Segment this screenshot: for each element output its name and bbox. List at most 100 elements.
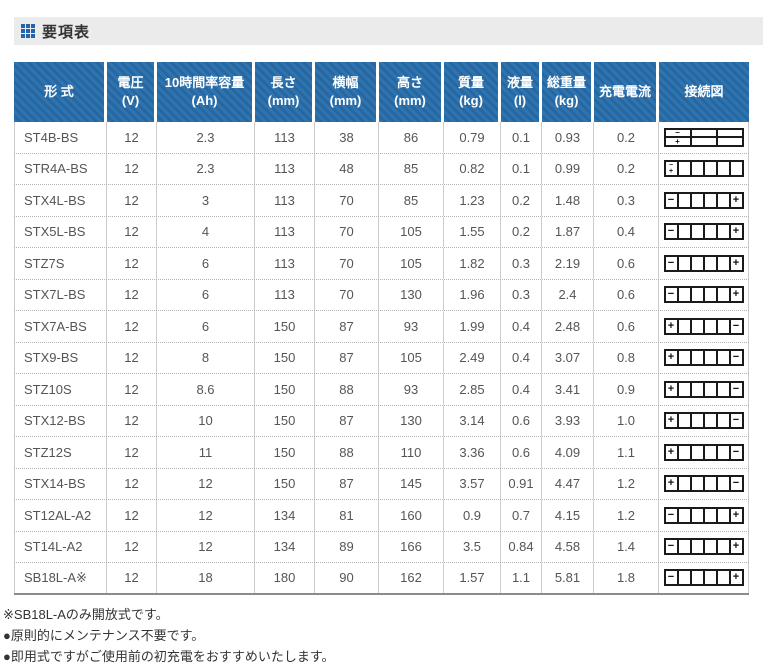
cell-mass_kg: 3.5 (444, 531, 501, 562)
cell-liquid_l: 0.1 (501, 122, 542, 153)
cell-mass_kg: 1.23 (444, 185, 501, 216)
battery-cell (717, 508, 729, 522)
cell-mass_kg: 2.85 (444, 374, 501, 405)
battery-cell (691, 193, 703, 207)
cell-liquid_l: 1.1 (501, 563, 542, 593)
column-header-width_mm: 横幅 (mm) (315, 62, 379, 122)
cell-liquid_l: 0.2 (501, 216, 542, 247)
battery-cell (717, 540, 729, 554)
cell-length_mm: 113 (255, 279, 315, 310)
cell-voltage: 12 (107, 216, 157, 247)
table-row: STZ7S 12 6 113 70 105 1.82 0.3 2.19 0.6− + (14, 248, 749, 280)
cell-length_mm: 150 (255, 311, 315, 342)
battery-cell (691, 445, 703, 459)
cell-diagram: + − (659, 374, 749, 405)
cell-width_mm: 88 (315, 437, 379, 468)
minus-terminal: − (730, 351, 742, 365)
cell-total_weight_kg: 3.41 (542, 374, 594, 405)
cell-length_mm: 134 (255, 500, 315, 531)
footnotes: ※SB18L-Aのみ開放式です。 ●原則的にメンテナンス不要です。 ●即用式です… (3, 604, 763, 667)
cell-length_mm: 113 (255, 248, 315, 279)
cell-diagram: − + (659, 185, 749, 216)
cell-mass_kg: 1.99 (444, 311, 501, 342)
battery-cell (691, 508, 703, 522)
connection-diagram: + − (663, 380, 744, 398)
cell-model: STX7A-BS (14, 311, 107, 342)
plus-terminal: + (665, 477, 677, 491)
cell-charge_current: 0.9 (594, 374, 659, 405)
cell-model: STR4A-BS (14, 153, 107, 184)
battery-cell (717, 193, 729, 207)
cell-model: STX7L-BS (14, 279, 107, 310)
cell-charge_current: 0.2 (594, 153, 659, 184)
cell-model: STZ12S (14, 437, 107, 468)
cell-charge_current: 0.6 (594, 311, 659, 342)
minus-terminal: − (665, 225, 677, 239)
cell-diagram: − + (659, 153, 749, 184)
cell-total_weight_kg: 5.81 (542, 563, 594, 593)
cell-length_mm: 150 (255, 342, 315, 373)
cell-height_mm: 85 (379, 185, 444, 216)
cell-charge_current: 0.6 (594, 279, 659, 310)
cell-model: STZ7S (14, 248, 107, 279)
cell-total_weight_kg: 4.58 (542, 531, 594, 562)
cell-width_mm: 70 (315, 216, 379, 247)
battery-cell (691, 477, 703, 491)
connection-diagram: − + (663, 160, 744, 178)
cell-length_mm: 180 (255, 563, 315, 593)
battery-cell (678, 414, 690, 428)
battery-cell (717, 319, 729, 333)
cell-capacity_10hr: 6 (157, 248, 255, 279)
plus-terminal: + (730, 256, 742, 270)
battery-cell (717, 256, 729, 270)
battery-cell (704, 477, 716, 491)
cell-voltage: 12 (107, 563, 157, 593)
footnote-maintenance: ●原則的にメンテナンス不要です。 (3, 627, 205, 643)
cell-voltage: 12 (107, 153, 157, 184)
cell-total_weight_kg: 0.99 (542, 153, 594, 184)
cell-charge_current: 0.4 (594, 216, 659, 247)
table-row: STX4L-BS 12 3 113 70 85 1.23 0.2 1.48 0.3− + (14, 185, 749, 217)
table-row: SB18L-A※ 12 18 180 90 162 1.57 1.1 5.81 1.8− + (14, 563, 749, 595)
minus-terminal: − (730, 414, 742, 428)
table-row: STR4A-BS 12 2.3 113 48 85 0.82 0.1 0.99 0.2 − + (14, 153, 749, 185)
battery-cell (717, 288, 729, 302)
cell-mass_kg: 0.9 (444, 500, 501, 531)
cell-mass_kg: 1.82 (444, 248, 501, 279)
table-row: STX7A-BS 12 6 150 87 93 1.99 0.4 2.48 0.6 + − (14, 311, 749, 343)
cell-width_mm: 89 (315, 531, 379, 562)
minus-terminal: − (665, 540, 677, 554)
column-header-charge_current: 充電電流 (594, 62, 659, 122)
cell-width_mm: 87 (315, 468, 379, 499)
cell-total_weight_kg: 4.15 (542, 500, 594, 531)
battery-cell (717, 138, 742, 145)
cell-liquid_l: 0.2 (501, 185, 542, 216)
plus-terminal: + (665, 382, 677, 396)
connection-diagram: − + (663, 223, 744, 241)
plus-terminal: + (730, 193, 742, 207)
cell-diagram: − + (659, 216, 749, 247)
cell-width_mm: 38 (315, 122, 379, 153)
cell-height_mm: 110 (379, 437, 444, 468)
cell-charge_current: 1.0 (594, 405, 659, 436)
table-body: ST4B-BS 12 2.3 113 38 86 0.79 0.1 0.93 0.2− + STR4A… (14, 122, 749, 595)
column-header-model: 形 式 (14, 62, 107, 122)
cell-capacity_10hr: 12 (157, 468, 255, 499)
cell-length_mm: 113 (255, 185, 315, 216)
battery-cell (717, 129, 742, 137)
cell-total_weight_kg: 1.87 (542, 216, 594, 247)
table-grid-icon (21, 24, 35, 38)
cell-total_weight_kg: 2.48 (542, 311, 594, 342)
cell-charge_current: 1.8 (594, 563, 659, 593)
plus-terminal: + (730, 571, 742, 585)
cell-width_mm: 81 (315, 500, 379, 531)
connection-diagram: + − (663, 412, 744, 430)
battery-cell (704, 193, 716, 207)
cell-capacity_10hr: 8 (157, 342, 255, 373)
cell-capacity_10hr: 12 (157, 500, 255, 531)
battery-cell (717, 571, 729, 585)
cell-model: STX9-BS (14, 342, 107, 373)
column-header-capacity_10hr: 10時間率容量 (Ah) (157, 62, 255, 122)
battery-cell (704, 351, 716, 365)
cell-voltage: 12 (107, 374, 157, 405)
